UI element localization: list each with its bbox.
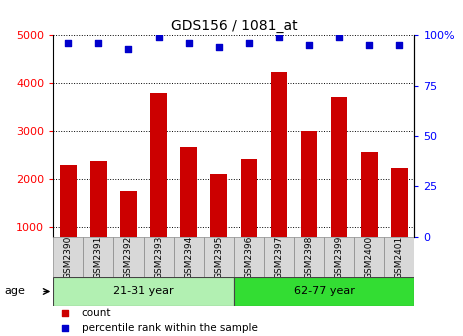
Text: GSM2401: GSM2401 — [395, 236, 404, 279]
Text: GSM2392: GSM2392 — [124, 236, 133, 279]
Text: percentile rank within the sample: percentile rank within the sample — [82, 324, 257, 333]
Bar — [324, 237, 354, 277]
Point — [62, 326, 69, 331]
Bar — [113, 237, 144, 277]
Bar — [294, 237, 324, 277]
Point — [185, 41, 193, 46]
Text: GSM2396: GSM2396 — [244, 235, 253, 279]
Text: count: count — [82, 308, 111, 318]
Bar — [361, 153, 377, 275]
Point — [366, 43, 373, 48]
Bar — [264, 237, 294, 277]
Point — [65, 41, 72, 46]
Bar — [331, 97, 347, 275]
Point — [95, 41, 102, 46]
Bar — [391, 168, 407, 275]
Bar — [181, 146, 197, 275]
Text: age: age — [5, 287, 25, 296]
Bar — [174, 237, 204, 277]
Bar — [241, 159, 257, 275]
Bar — [234, 237, 264, 277]
Point — [336, 35, 343, 40]
Point — [275, 35, 282, 40]
Text: GSM2398: GSM2398 — [305, 235, 313, 279]
Text: GSM2397: GSM2397 — [275, 235, 283, 279]
Bar — [90, 161, 106, 275]
Title: GDS156 / 1081_at: GDS156 / 1081_at — [170, 19, 297, 33]
Bar — [144, 237, 174, 277]
Point — [395, 43, 403, 48]
Text: GSM2391: GSM2391 — [94, 235, 103, 279]
Text: 21-31 year: 21-31 year — [113, 287, 174, 296]
Point — [125, 47, 132, 52]
Bar — [301, 131, 317, 275]
Text: GSM2395: GSM2395 — [214, 235, 223, 279]
Bar — [234, 277, 414, 306]
Text: GSM2399: GSM2399 — [335, 235, 344, 279]
Bar — [271, 72, 287, 275]
Text: GSM2393: GSM2393 — [154, 235, 163, 279]
Bar — [211, 173, 227, 275]
Bar — [384, 237, 414, 277]
Bar — [83, 237, 113, 277]
Bar — [120, 191, 137, 275]
Point — [155, 35, 163, 40]
Bar — [53, 237, 83, 277]
Point — [245, 41, 253, 46]
Bar — [53, 277, 234, 306]
Text: GSM2400: GSM2400 — [365, 236, 374, 279]
Bar — [354, 237, 384, 277]
Text: GSM2390: GSM2390 — [64, 235, 73, 279]
Text: 62-77 year: 62-77 year — [294, 287, 355, 296]
Point — [306, 43, 313, 48]
Point — [215, 45, 223, 50]
Bar — [150, 93, 167, 275]
Text: GSM2394: GSM2394 — [184, 236, 193, 279]
Point — [62, 310, 69, 316]
Bar — [204, 237, 234, 277]
Bar — [60, 165, 76, 275]
